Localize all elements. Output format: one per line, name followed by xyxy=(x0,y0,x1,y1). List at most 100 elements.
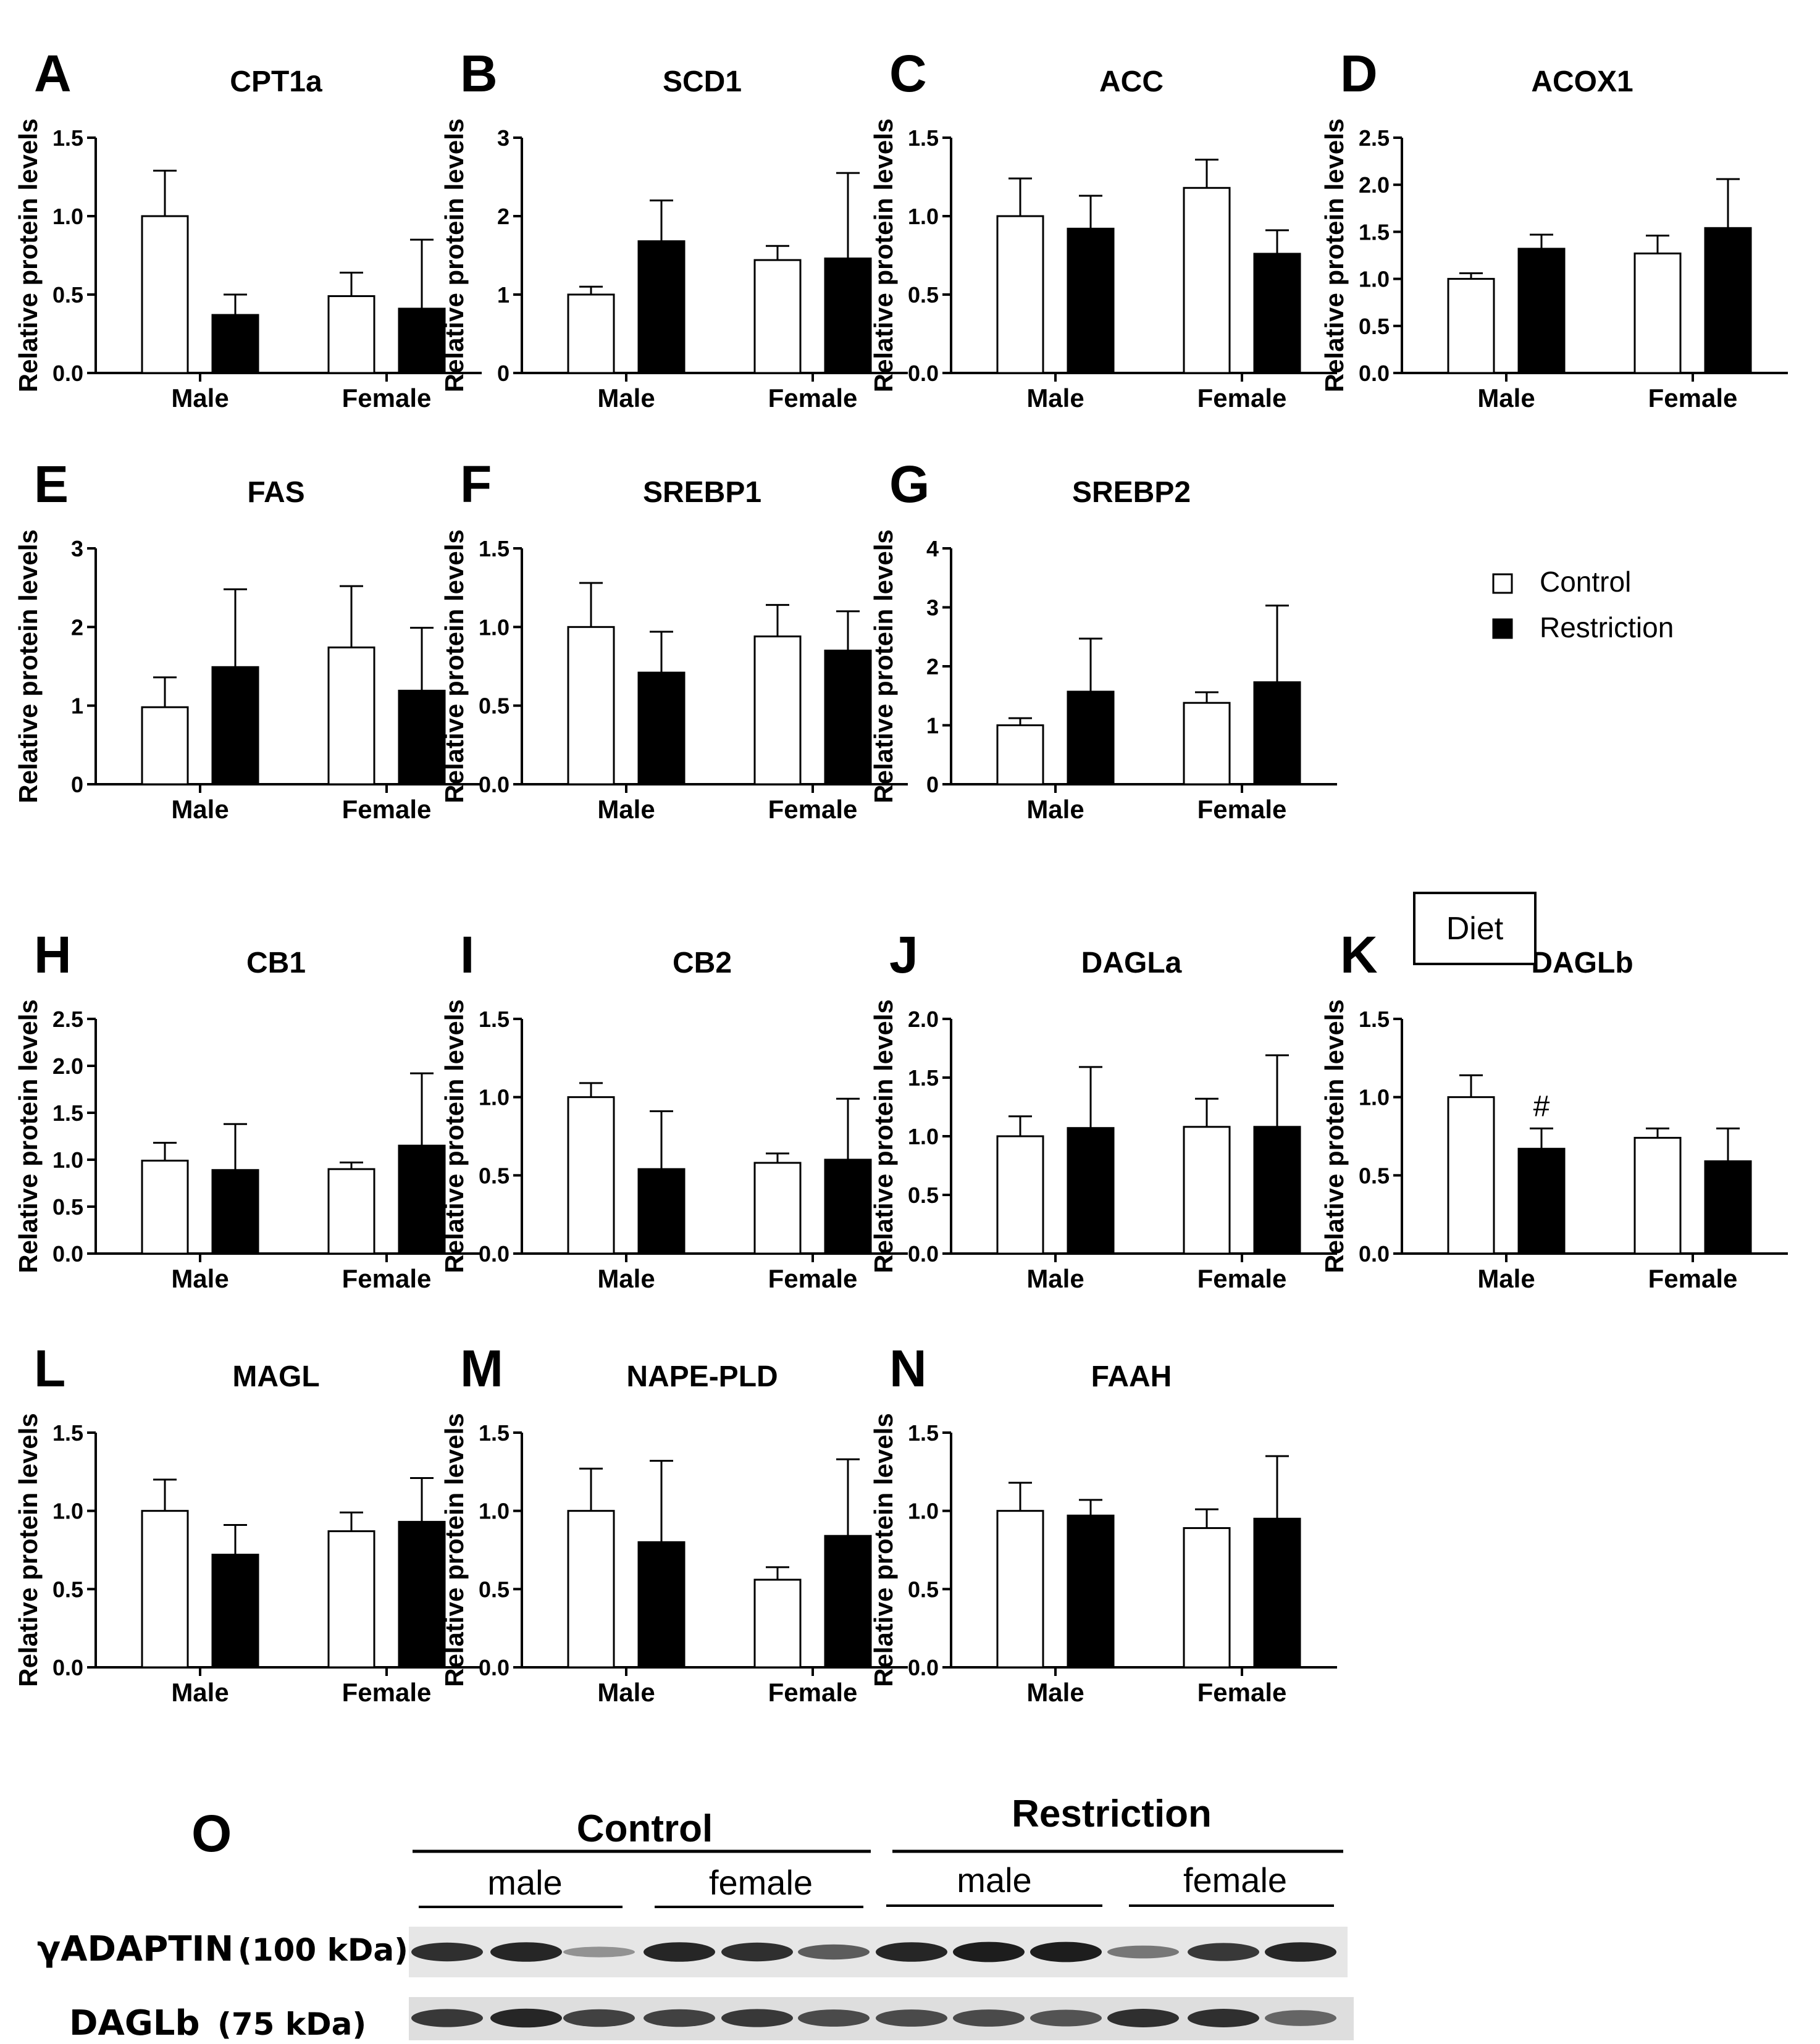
x-tick-label-F-female: Female xyxy=(768,795,858,824)
blot-band-gadaptin-5 xyxy=(721,1942,793,1962)
y-tick-label-E-1: 1 xyxy=(71,693,83,719)
x-tick-label-N-male: Male xyxy=(1026,1678,1084,1707)
bar-J-restriction-female xyxy=(1253,1126,1301,1255)
y-tick-label-D-3: 1.5 xyxy=(1359,219,1390,245)
bar-D-restriction-male xyxy=(1517,248,1566,374)
x-tick-label-N-female: Female xyxy=(1197,1678,1287,1707)
bar-L-control-female xyxy=(327,1530,375,1669)
chart-title-K: DAGLb xyxy=(1531,947,1633,979)
y-tick-label-C-2: 1.0 xyxy=(908,204,939,229)
y-tick-label-I-3: 1.5 xyxy=(479,1007,510,1032)
y-tick-label-K-1: 0.5 xyxy=(1359,1163,1390,1188)
blot-band-gadaptin-6 xyxy=(798,1944,870,1960)
blot-band-daglb-12 xyxy=(1265,2010,1336,2026)
blot-band-gadaptin-2 xyxy=(490,1942,562,1962)
bar-B-control-female xyxy=(753,259,802,374)
panel-A: A CPT1a Relative protein levels 0.0 0.5 1.0 1.… xyxy=(14,44,482,413)
x-tick-label-A-male: Male xyxy=(171,383,229,413)
panel-letter-N: N xyxy=(889,1339,927,1397)
y-tick-label-B-1: 1 xyxy=(497,282,510,308)
y-tick-label-F-0: 0.0 xyxy=(479,772,510,797)
blot-row-size-daglb: (75 kDa) xyxy=(217,2006,366,2042)
panel-letter-D: D xyxy=(1340,44,1378,103)
blot-subgroup-restriction-female: female xyxy=(1183,1861,1287,1899)
y-tick-label-I-1: 0.5 xyxy=(479,1163,510,1188)
x-tick-label-D-female: Female xyxy=(1648,383,1738,413)
panel-D: D ACOX1 Relative protein levels 0.0 0.5 1.0 1.… xyxy=(1320,44,1788,413)
y-tick-label-K-0: 0.0 xyxy=(1359,1241,1390,1267)
y-tick-label-G-0: 0 xyxy=(926,772,939,797)
panel-J: J DAGLa Relative protein levels 0.0 0.5 1.0 1.… xyxy=(869,926,1337,1293)
bar-C-control-male xyxy=(996,215,1044,374)
y-tick-label-K-3: 1.5 xyxy=(1359,1007,1390,1032)
y-axis-label-J: Relative protein levels xyxy=(869,999,898,1273)
x-tick-label-C-female: Female xyxy=(1197,383,1287,413)
chart-title-L: MAGL xyxy=(232,1360,319,1393)
blot-band-gadaptin-3 xyxy=(563,1946,635,1958)
bar-K-restriction-male xyxy=(1517,1147,1566,1255)
panel-letter-G: G xyxy=(889,455,929,513)
panel-letter-A: A xyxy=(34,44,72,103)
y-axis-label-D: Relative protein levels xyxy=(1320,119,1349,393)
bar-F-control-female xyxy=(753,635,802,785)
legend-control-swatch xyxy=(1492,573,1513,594)
x-tick-label-J-female: Female xyxy=(1197,1264,1287,1293)
panel-K: K DAGLb Relative protein levels 0.0 0.5 1.0 1.… xyxy=(1320,926,1788,1293)
y-tick-label-N-0: 0.0 xyxy=(908,1655,939,1680)
y-tick-label-N-2: 1.0 xyxy=(908,1499,939,1524)
chart-title-C: ACC xyxy=(1099,65,1164,98)
bar-K-control-female xyxy=(1633,1137,1682,1255)
y-tick-label-L-2: 1.0 xyxy=(52,1499,83,1524)
y-tick-label-E-0: 0 xyxy=(71,772,83,797)
panel-B: B SCD1 Relative protein levels 0 1 2 3 Male Fema… xyxy=(440,44,908,413)
bar-H-control-female xyxy=(327,1168,375,1255)
y-axis-label-B: Relative protein levels xyxy=(440,119,469,393)
y-tick-label-N-3: 1.5 xyxy=(908,1420,939,1446)
panel-M: M NAPE-PLD Relative protein levels 0.0 0.5 1.… xyxy=(440,1339,908,1707)
panel-letter-F: F xyxy=(460,455,492,513)
panel-letter-L: L xyxy=(34,1339,65,1397)
chart-title-B: SCD1 xyxy=(663,65,742,98)
blot-band-daglb-7 xyxy=(876,2009,947,2027)
bar-E-restriction-male xyxy=(211,666,259,785)
y-tick-label-H-0: 0.0 xyxy=(52,1241,83,1267)
western-blot: O Control Restriction male female male f… xyxy=(37,1793,1354,2043)
bar-G-control-male xyxy=(996,724,1044,785)
y-tick-label-A-0: 0.0 xyxy=(52,361,83,386)
y-tick-label-H-5: 2.5 xyxy=(52,1007,83,1032)
blot-band-gadaptin-10 xyxy=(1107,1945,1179,1959)
chart-title-H: CB1 xyxy=(246,947,306,979)
chart-title-M: NAPE-PLD xyxy=(626,1360,778,1393)
bar-L-restriction-female xyxy=(398,1520,446,1669)
bar-F-restriction-female xyxy=(824,650,872,785)
panel-E: E FAS Relative protein levels 0 1 2 3 Male Femal… xyxy=(14,455,482,824)
bar-N-control-female xyxy=(1183,1527,1231,1669)
bar-B-control-male xyxy=(567,293,615,374)
panel-letter-O: O xyxy=(191,1804,232,1862)
y-tick-label-L-1: 0.5 xyxy=(52,1577,83,1602)
x-tick-label-G-female: Female xyxy=(1197,795,1287,824)
panel-C: C ACC Relative protein levels 0.0 0.5 1.0 1.5 M… xyxy=(869,44,1337,413)
diet-box-label: Diet xyxy=(1446,911,1504,947)
y-tick-label-E-2: 2 xyxy=(71,614,83,640)
bar-N-restriction-male xyxy=(1067,1514,1115,1669)
bar-I-control-male xyxy=(567,1096,615,1255)
x-tick-label-F-male: Male xyxy=(597,795,655,824)
bar-J-control-male xyxy=(996,1135,1044,1255)
y-axis-label-C: Relative protein levels xyxy=(869,119,898,393)
x-tick-label-H-male: Male xyxy=(171,1264,229,1293)
x-tick-label-L-female: Female xyxy=(342,1678,432,1707)
blot-group-restriction: Restriction xyxy=(1012,1793,1212,1835)
y-tick-label-A-1: 0.5 xyxy=(52,282,83,308)
y-axis-label-E: Relative protein levels xyxy=(14,529,43,803)
y-tick-label-A-3: 1.5 xyxy=(52,125,83,151)
blot-band-gadaptin-9 xyxy=(1030,1941,1102,1962)
panel-N: N FAAH Relative protein levels 0.0 0.5 1.0 1.5… xyxy=(869,1339,1337,1707)
x-tick-label-I-male: Male xyxy=(597,1264,655,1293)
blot-row-protein-gadaptin: γADAPTIN xyxy=(37,1929,233,1969)
panel-I: I CB2 Relative protein levels 0.0 0.5 1.0 1.5 M… xyxy=(440,926,908,1293)
x-tick-label-K-female: Female xyxy=(1648,1264,1738,1293)
y-tick-label-D-5: 2.5 xyxy=(1359,125,1390,151)
bar-I-restriction-female xyxy=(824,1158,872,1255)
